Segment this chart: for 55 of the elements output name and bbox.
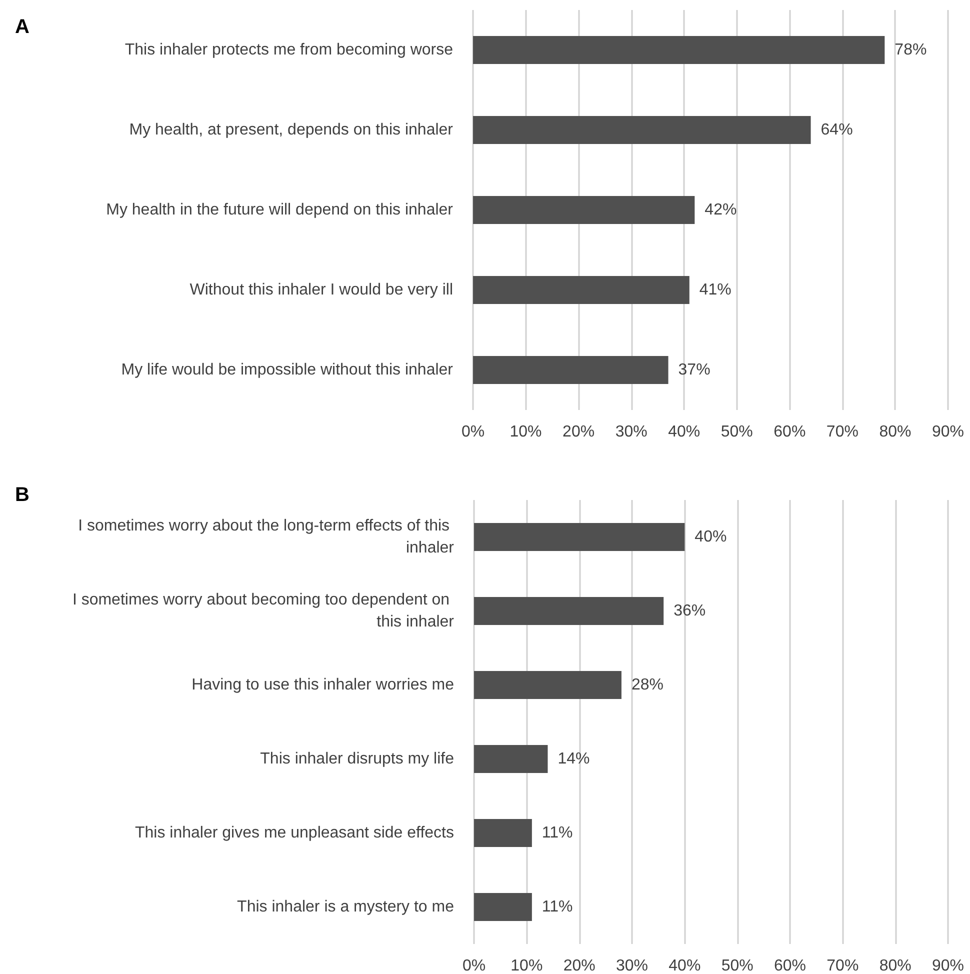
y-tick-label: This inhaler gives me unpleasant side effects [135, 824, 454, 842]
x-tick-label: 60% [774, 958, 806, 974]
data-label: 36% [674, 602, 706, 620]
y-tick-label: Having to use this inhaler worries me [192, 676, 454, 694]
x-tick-label: 70% [826, 424, 858, 440]
x-tick-label: 0% [461, 424, 485, 440]
y-tick-label: My health in the future will depend on this inhaler [106, 202, 454, 218]
x-tick-label: 10% [510, 958, 543, 974]
bar [474, 523, 685, 551]
x-tick-label: 20% [563, 958, 596, 974]
text: A [15, 16, 30, 38]
y-tick-label: I sometimes worry about the long-term effects of this inhaler [78, 518, 455, 556]
x-tick-label: 40% [668, 424, 700, 440]
data-label: 41% [699, 282, 732, 298]
text: B [15, 484, 30, 506]
data-label: 37% [678, 362, 710, 378]
y-tick-label: This inhaler disrupts my life [260, 750, 454, 768]
data-label: 78% [894, 42, 927, 58]
x-tick-label: 60% [774, 424, 806, 440]
data-label: 11% [542, 824, 573, 842]
y-tick-label: I sometimes worry about becoming too dependent on this inhaler [72, 592, 455, 630]
x-tick-label: 0% [462, 958, 486, 974]
bar [473, 356, 668, 384]
data-label: 42% [704, 202, 737, 218]
x-tick-label: 80% [879, 958, 912, 974]
data-label: 64% [820, 122, 853, 138]
x-tick-label: 70% [826, 958, 859, 974]
bar [473, 196, 695, 224]
y-tick-label: My life would be impossible without this inhaler [121, 362, 454, 378]
data-label: 11% [542, 898, 573, 916]
x-tick-label: 80% [879, 424, 912, 440]
bar [473, 116, 811, 144]
x-tick-label: 30% [615, 424, 648, 440]
data-label: 14% [558, 750, 590, 768]
bar [474, 893, 532, 921]
x-tick-label: 90% [932, 958, 964, 974]
y-tick-label: This inhaler is a mystery to me [237, 898, 454, 916]
data-label: 28% [631, 676, 664, 694]
x-tick-label: 10% [510, 424, 542, 440]
bar [474, 671, 622, 699]
bar [474, 819, 532, 847]
bar [474, 597, 664, 625]
x-tick-label: 50% [721, 958, 754, 974]
y-tick-label: My health, at present, depends on this inhaler [129, 122, 454, 138]
bar [474, 745, 548, 773]
x-tick-label: 20% [562, 424, 595, 440]
y-tick-label: This inhaler protects me from becoming worse [124, 42, 454, 58]
x-tick-label: 30% [616, 958, 648, 974]
x-tick-label: 50% [720, 424, 753, 440]
data-label: 40% [694, 528, 727, 546]
bar [473, 36, 885, 64]
x-tick-label: 90% [932, 424, 964, 440]
y-tick-label: Without this inhaler I would be very ill [190, 282, 453, 298]
bar [473, 276, 690, 304]
x-tick-label: 40% [668, 958, 701, 974]
